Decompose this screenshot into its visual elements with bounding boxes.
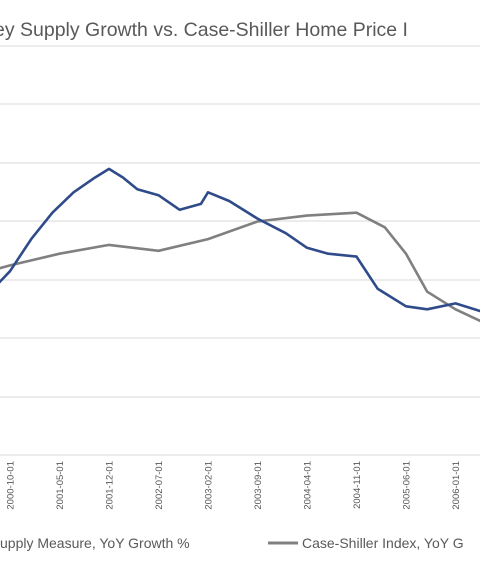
x-tick-label: 2002-07-01 (154, 461, 165, 510)
gridlines (0, 45, 480, 456)
series-line-money-supply (0, 167, 480, 313)
legend-label-money-supply: upply Measure, YoY Growth % (0, 535, 190, 551)
series-line-case-shiller (0, 211, 480, 323)
legend-label-case-shiller: Case-Shiller Index, YoY G (302, 535, 464, 551)
x-tick-label: 2001-05-01 (55, 461, 66, 510)
x-tick-label: 2001-12-01 (105, 461, 116, 510)
x-axis-ticks: 2000-10-01 2001-05-01 2001-12-01 2002-07-01… (6, 461, 463, 510)
x-tick-label: 2005-06-01 (402, 461, 413, 510)
legend: upply Measure, YoY Growth % Case-Shiller… (0, 535, 464, 551)
x-tick-label: 2003-09-01 (253, 461, 264, 510)
x-tick-label: 2006-01-01 (451, 461, 462, 510)
x-tick-label: 2004-11-01 (352, 461, 363, 509)
series-layer (0, 167, 480, 323)
x-tick-label: 2003-02-01 (204, 461, 215, 510)
x-tick-label: 2000-10-01 (6, 461, 17, 510)
x-tick-label: 2004-04-01 (303, 461, 314, 510)
chart-title: ey Supply Growth vs. Case-Shiller Home P… (0, 19, 408, 41)
